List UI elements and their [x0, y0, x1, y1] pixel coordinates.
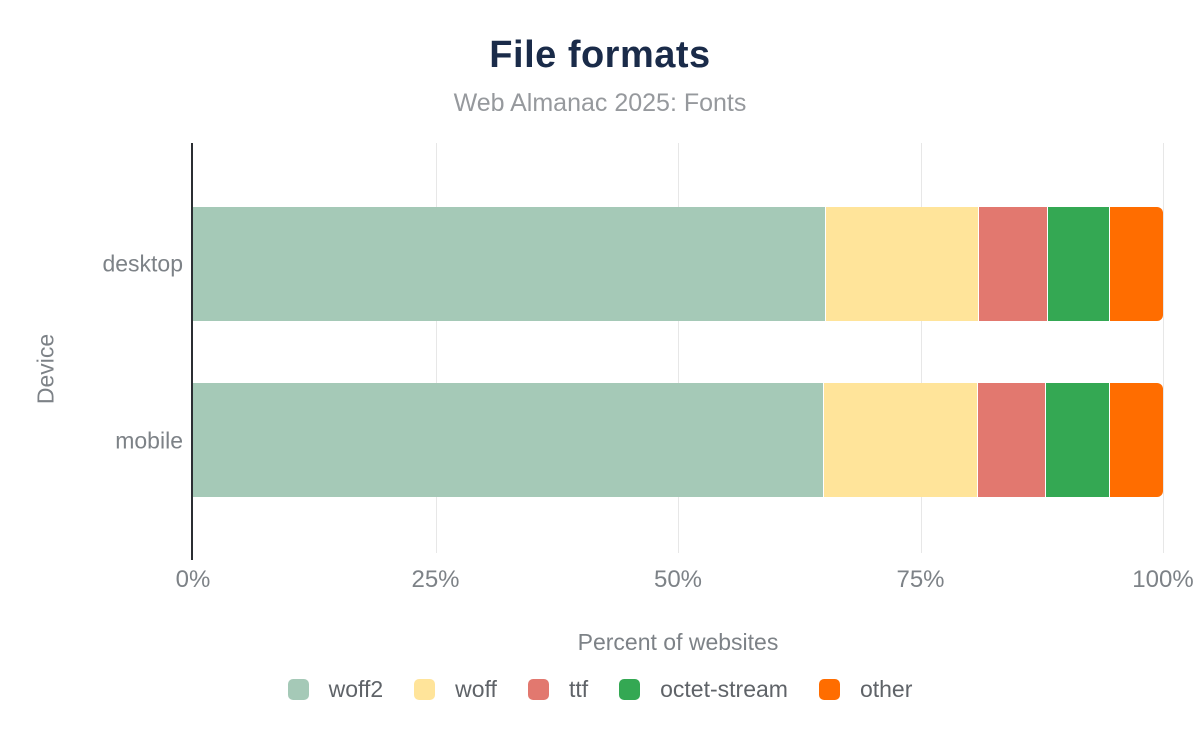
bar-segment-mobile-ttf[interactable]: [976, 383, 1045, 497]
bar-segment-desktop-woff[interactable]: [825, 207, 978, 321]
legend-swatch-ttf: [527, 679, 549, 700]
legend: woff2 woff ttf octet-stream other: [0, 676, 1200, 703]
legend-swatch-other: [818, 679, 840, 700]
bar-segment-desktop-other[interactable]: [1108, 207, 1163, 321]
chart-subtitle: Web Almanac 2025: Fonts: [453, 89, 747, 117]
bar-segment-desktop-octet-stream[interactable]: [1046, 207, 1109, 321]
gridline-25%: [435, 143, 437, 553]
bar-segment-mobile-other[interactable]: [1108, 383, 1163, 497]
legend-swatch-octet-stream: [619, 679, 641, 700]
category-label-desktop: desktop: [102, 250, 183, 277]
legend-label-woff: woff: [455, 676, 497, 702]
category-label-mobile: mobile: [115, 427, 183, 454]
x-tick-label-50pct: 50%: [653, 566, 703, 593]
y-axis-line: [191, 143, 193, 560]
legend-item-ttf[interactable]: ttf: [527, 676, 589, 703]
gridline-50%: [678, 143, 679, 553]
legend-swatch-woff2: [287, 679, 309, 700]
bar-mobile: [193, 383, 1163, 497]
legend-label-other: other: [859, 676, 913, 702]
legend-label-ttf: ttf: [568, 676, 589, 702]
x-tick-label-100pct: 100%: [1132, 566, 1194, 593]
legend-item-octet-stream[interactable]: octet-stream: [619, 676, 788, 703]
bar-segment-mobile-octet-stream[interactable]: [1044, 383, 1109, 497]
legend-item-other[interactable]: other: [818, 676, 913, 703]
bar-segment-mobile-woff2[interactable]: [193, 383, 823, 497]
x-axis-title: Percent of websites: [577, 629, 779, 655]
bar-desktop: [193, 207, 1163, 321]
gridline-100%: [1163, 143, 1164, 553]
y-axis-title: Device: [32, 333, 59, 405]
legend-item-woff2[interactable]: woff2: [287, 676, 384, 703]
legend-label-woff2: woff2: [328, 676, 384, 702]
bar-segment-desktop-woff2[interactable]: [193, 207, 826, 321]
gridline-75%: [920, 143, 922, 553]
legend-swatch-woff: [414, 679, 436, 700]
bar-segment-mobile-woff[interactable]: [822, 383, 977, 497]
x-tick-label-0pct: 0%: [175, 566, 211, 593]
legend-item-woff[interactable]: woff: [414, 676, 497, 703]
legend-label-octet-stream: octet-stream: [660, 676, 788, 702]
x-tick-label-75pct: 75%: [896, 566, 945, 593]
x-tick-label-25pct: 25%: [411, 566, 460, 593]
bar-segment-desktop-ttf[interactable]: [977, 207, 1047, 321]
chart-title: File formats: [489, 34, 711, 76]
